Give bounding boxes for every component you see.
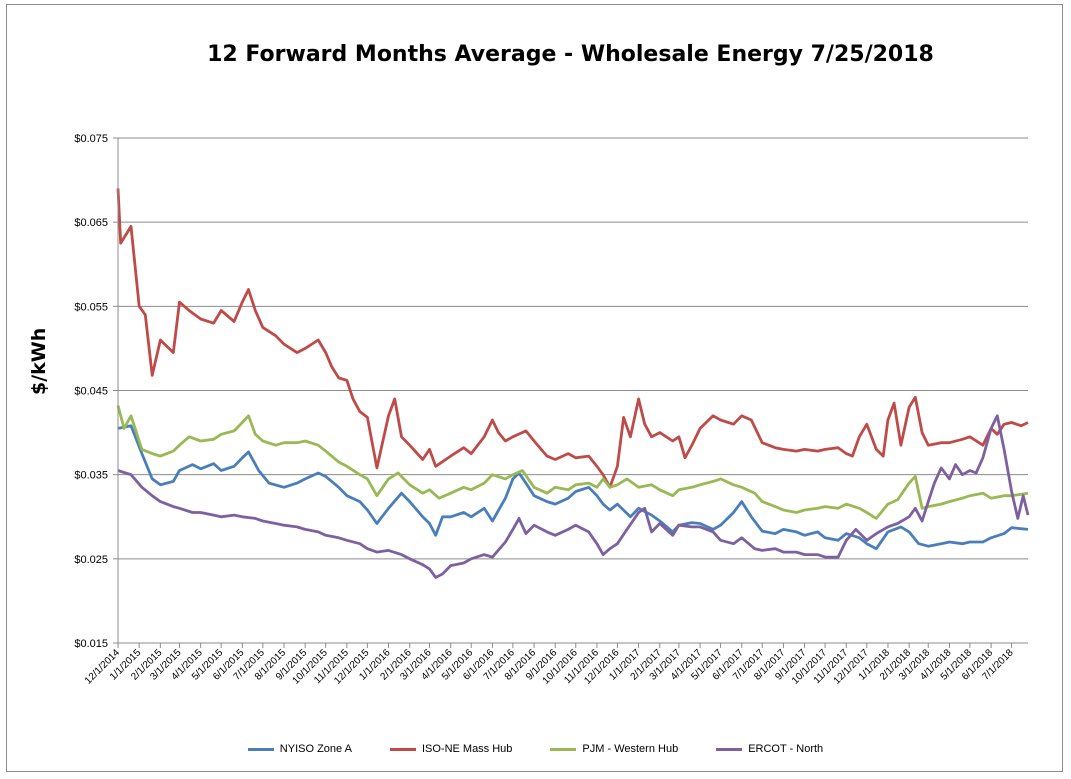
y-axis-ticks: $0.015 $0.025 $0.035 $0.045 $0.055 $0.065 $0.0… <box>74 133 118 650</box>
legend-item: ERCOT - North <box>716 743 823 755</box>
legend-swatch <box>716 747 743 751</box>
legend-swatch <box>550 747 577 751</box>
chart-title: 12 Forward Months Average - Wholesale En… <box>207 42 934 67</box>
legend-label: ERCOT - North <box>748 743 824 755</box>
y-tick-label: $0.045 <box>74 386 108 398</box>
series-line <box>117 424 1029 551</box>
x-axis-ticks: 12/1/20141/1/20152/1/20153/1/20154/1/201… <box>83 643 1016 687</box>
legend-swatch <box>247 747 274 751</box>
gridlines <box>118 137 1028 644</box>
axes <box>117 138 1028 644</box>
y-tick-label: $0.015 <box>74 638 108 650</box>
series-line <box>116 188 1029 489</box>
y-tick-label: $0.075 <box>74 133 108 145</box>
legend-item: PJM - Western Hub <box>550 743 678 755</box>
y-tick-label: $0.035 <box>74 470 108 482</box>
series-lines <box>116 188 1030 579</box>
legend-label: ISO-NE Mass Hub <box>421 743 513 755</box>
series-line <box>116 405 1029 520</box>
legend-swatch <box>389 747 416 751</box>
y-tick-label: $0.025 <box>74 554 108 566</box>
legend-label: NYISO Zone A <box>279 743 352 755</box>
y-tick-label: $0.065 <box>74 217 108 229</box>
series-line <box>117 414 1030 579</box>
legend-label: PJM - Western Hub <box>582 743 679 755</box>
legend-item: ISO-NE Mass Hub <box>389 743 513 755</box>
y-tick-label: $0.055 <box>74 301 108 313</box>
legend: NYISO Zone A ISO-NE Mass Hub PJM - Western… <box>0 743 1071 755</box>
legend-item: NYISO Zone A <box>247 743 352 755</box>
